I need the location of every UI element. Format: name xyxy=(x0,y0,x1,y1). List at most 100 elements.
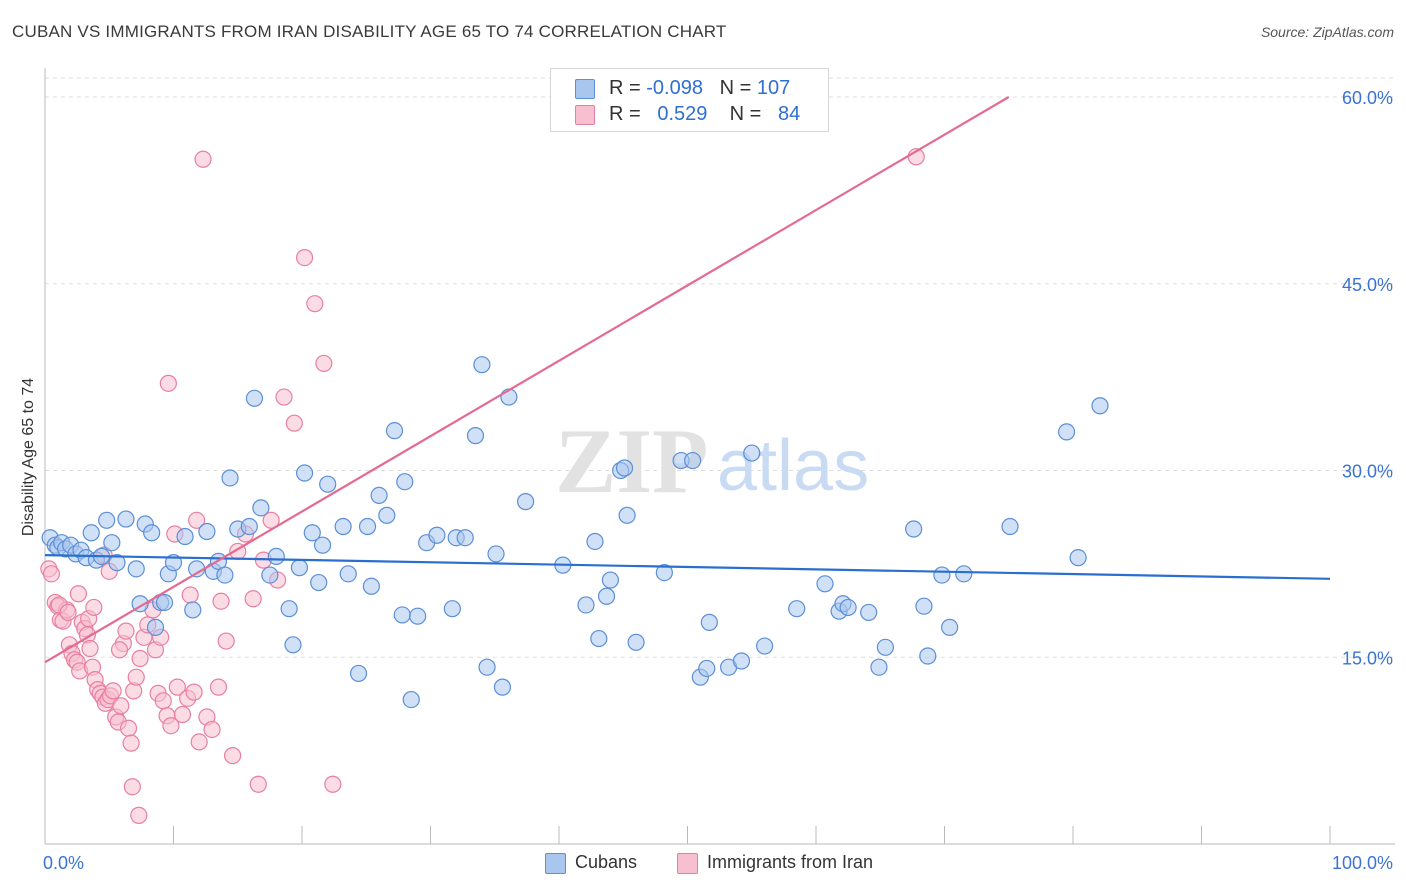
cuban-point xyxy=(788,600,806,618)
grid-lines xyxy=(45,77,1395,658)
axes xyxy=(44,68,1395,845)
cuban-point xyxy=(402,690,420,709)
cuban-point xyxy=(280,600,298,618)
iran-point xyxy=(59,603,77,622)
cuban-point xyxy=(698,659,716,678)
watermark-atlas: atlas xyxy=(717,426,869,506)
cuban-point xyxy=(915,597,933,615)
cuban-point xyxy=(839,598,857,617)
cuban-point xyxy=(941,618,959,636)
cuban-point xyxy=(816,575,834,593)
cuban-point xyxy=(1001,517,1019,536)
y-tick-label: 60.0% xyxy=(1342,88,1393,108)
r-label: R = xyxy=(609,103,641,125)
cuban-point xyxy=(919,647,937,665)
cuban-point xyxy=(933,566,951,584)
y-tick-label: 45.0% xyxy=(1342,275,1393,295)
iran-point xyxy=(159,374,177,392)
cuban-point xyxy=(1091,397,1109,415)
cuban-point xyxy=(1057,423,1076,441)
cubans-label: Cubans xyxy=(575,852,638,872)
legend-text-iran: R = 0.529 N = 84 xyxy=(609,103,800,126)
iran-point xyxy=(154,692,172,710)
y-tick-label: 30.0% xyxy=(1342,462,1393,482)
cuban-point xyxy=(627,633,645,651)
iran-point xyxy=(69,585,88,603)
cuban-point xyxy=(876,638,894,656)
iran-trend-line xyxy=(44,96,1010,664)
cuban-point xyxy=(700,613,718,631)
cuban-point xyxy=(319,475,337,493)
cuban-point xyxy=(443,600,461,618)
cuban-point xyxy=(409,607,427,625)
cuban-point xyxy=(601,571,620,589)
iran-point xyxy=(117,622,135,640)
cuban-point xyxy=(349,664,368,683)
chart-title: CUBAN VS IMMIGRANTS FROM IRAN DISABILITY… xyxy=(12,22,727,41)
iran-point xyxy=(162,717,180,735)
iran-point xyxy=(81,639,99,658)
iran-point xyxy=(306,295,324,313)
x-tick-label: 0.0% xyxy=(43,853,84,873)
cuban-point xyxy=(221,469,239,487)
cuban-point xyxy=(473,356,491,374)
y-axis-label: Disability Age 65 to 74 xyxy=(20,378,37,536)
iran-point xyxy=(104,682,122,700)
iran-point xyxy=(85,598,103,617)
iran-point xyxy=(295,249,314,267)
cuban-point xyxy=(358,517,377,536)
r-value-cubans: -0.098 xyxy=(646,77,703,99)
iran-point xyxy=(212,592,230,610)
iran-point xyxy=(209,678,228,696)
iran-point xyxy=(315,354,333,373)
cuban-point xyxy=(466,427,485,445)
n-value-cubans: 107 xyxy=(756,77,791,99)
legend-swatch-pink xyxy=(575,105,595,125)
cuban-point xyxy=(284,636,302,654)
cuban-point xyxy=(743,444,761,462)
tick-labels: 15.0% 30.0% 45.0% 60.0% 0.0% 100.0% xyxy=(43,88,1393,873)
cuban-point xyxy=(655,563,673,582)
iran-point xyxy=(112,697,130,715)
cuban-point xyxy=(684,451,702,470)
iran-point xyxy=(188,511,206,529)
r-label: R = xyxy=(609,77,641,99)
legend-swatch-blue xyxy=(575,79,595,99)
cuban-point xyxy=(146,618,165,636)
cuban-point xyxy=(586,532,604,551)
cuban-point xyxy=(516,493,535,511)
cuban-point xyxy=(615,459,634,477)
iran-point xyxy=(130,806,148,824)
iran-point xyxy=(224,747,242,765)
cuban-point xyxy=(478,658,496,676)
n-label: N = xyxy=(719,77,752,99)
iran-point xyxy=(275,388,293,406)
iran-point xyxy=(123,778,141,796)
cuban-point xyxy=(905,520,923,538)
cuban-point xyxy=(577,596,595,614)
r-value-iran: 0.529 xyxy=(657,103,708,125)
cuban-point xyxy=(143,524,161,542)
cuban-point xyxy=(127,560,145,578)
cuban-point xyxy=(303,524,321,542)
cuban-point xyxy=(500,388,518,406)
cuban-point xyxy=(98,511,116,529)
n-value-iran: 84 xyxy=(778,103,801,125)
cuban-point xyxy=(240,517,258,536)
cuban-point xyxy=(618,506,636,524)
cuban-point xyxy=(267,547,285,566)
cuban-point xyxy=(295,464,314,482)
cuban-point xyxy=(261,566,279,584)
cuban-point xyxy=(755,637,774,655)
cuban-point xyxy=(155,593,174,612)
iran-point xyxy=(168,678,186,696)
cuban-point xyxy=(176,527,194,546)
iran-point xyxy=(131,649,149,668)
iran-point xyxy=(244,590,262,608)
cuban-point xyxy=(339,565,357,583)
cuban-point xyxy=(870,658,888,676)
cuban-point xyxy=(117,510,135,528)
iran-point xyxy=(110,641,129,659)
iran-label: Immigrants from Iran xyxy=(707,852,874,872)
